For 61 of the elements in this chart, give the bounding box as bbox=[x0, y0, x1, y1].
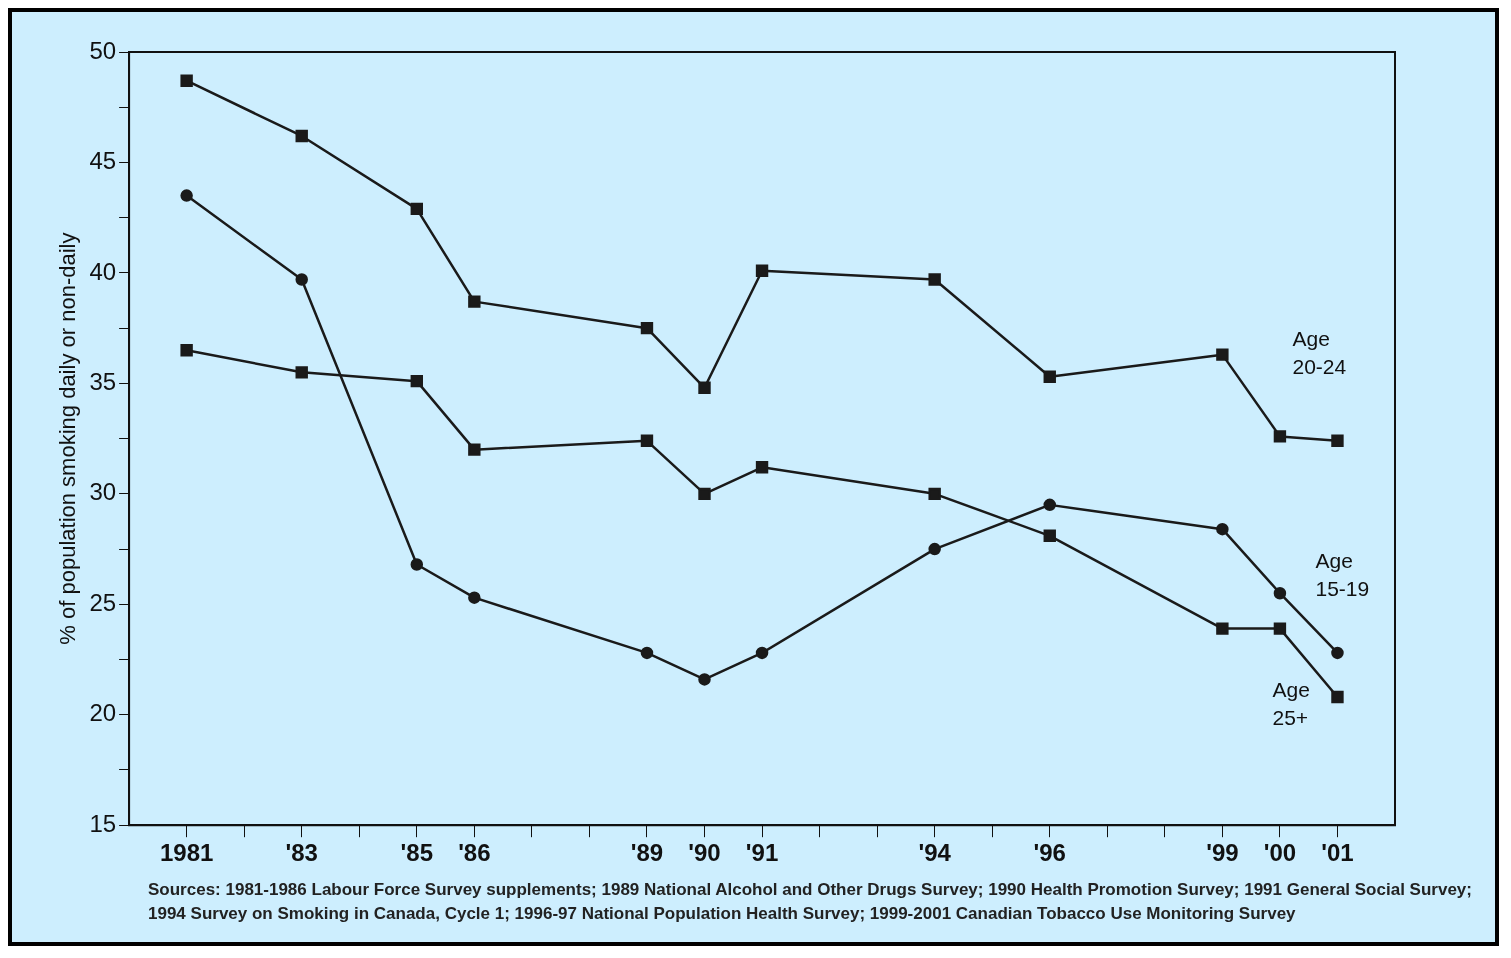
y-tick-label: 25 bbox=[89, 588, 117, 616]
point bbox=[180, 189, 193, 202]
x-tick-label: 1981 bbox=[159, 839, 214, 867]
x-tick-label: '89 bbox=[630, 839, 664, 867]
point bbox=[468, 591, 481, 604]
point bbox=[1216, 522, 1229, 536]
point bbox=[295, 129, 308, 143]
text: Age 20-24 bbox=[1292, 326, 1347, 378]
point bbox=[928, 273, 941, 286]
point bbox=[410, 202, 423, 216]
x-tick-label: '90 bbox=[688, 839, 721, 867]
y-tick-label: 35 bbox=[89, 368, 117, 395]
source-note: Sources: 1981-1986 Labour Force Survey supplements; 1989 National Alcohol and Other Drugs Survey; 1990 Health Promotion Survey; 1991 General Social Survey; 1994 Survey on Smoking in Canada, Cycle 1; 1996-97 National Population Health Survey; 1999-2001 Canadian Tobacco Use Monitoring Survey bbox=[148, 879, 1473, 925]
point bbox=[1331, 434, 1344, 448]
x-tick-label: '99 bbox=[1206, 839, 1239, 867]
y-tick-label: 40 bbox=[89, 257, 117, 285]
x-tick-label: '85 bbox=[400, 839, 433, 867]
point bbox=[1273, 586, 1287, 600]
point bbox=[1216, 622, 1229, 635]
point bbox=[698, 673, 711, 686]
y-tick-label: 30 bbox=[89, 478, 117, 506]
point bbox=[755, 264, 769, 277]
point bbox=[698, 487, 711, 501]
point bbox=[1043, 498, 1056, 512]
point bbox=[698, 381, 711, 394]
x-tick-label: '86 bbox=[458, 839, 491, 867]
point bbox=[1331, 646, 1344, 660]
point bbox=[640, 434, 654, 448]
point bbox=[928, 542, 941, 556]
point bbox=[1331, 690, 1344, 704]
point bbox=[1216, 348, 1229, 361]
x-tick-label: '96 bbox=[1033, 839, 1066, 867]
x-tick-label: '83 bbox=[285, 839, 318, 867]
point bbox=[468, 295, 481, 308]
series-label: Age 25+ bbox=[1272, 678, 1310, 730]
y-tick-label: 20 bbox=[89, 699, 117, 727]
x-tick-label: '94 bbox=[918, 839, 952, 867]
point bbox=[1043, 370, 1056, 383]
series-label: Age 15-19 bbox=[1315, 548, 1370, 600]
y-axis-title: % of population smoking daily or non-daily bbox=[55, 232, 81, 645]
point bbox=[755, 646, 769, 660]
point bbox=[410, 374, 423, 388]
point bbox=[295, 273, 308, 286]
x-tick-label: '01 bbox=[1321, 839, 1354, 867]
y-tick-label: 50 bbox=[89, 36, 117, 64]
point bbox=[1273, 622, 1287, 635]
point bbox=[468, 443, 481, 456]
point bbox=[640, 321, 654, 335]
point bbox=[295, 366, 308, 379]
x-tick-label: '00 bbox=[1263, 839, 1297, 867]
point bbox=[755, 461, 769, 474]
point bbox=[1043, 529, 1056, 542]
x-tick-label: '91 bbox=[745, 839, 779, 867]
y-tick-label: 15 bbox=[89, 809, 117, 837]
point bbox=[410, 558, 424, 571]
point bbox=[640, 646, 654, 660]
point bbox=[180, 344, 193, 357]
point bbox=[180, 74, 193, 87]
y-tick-label: 45 bbox=[89, 147, 117, 175]
point bbox=[928, 487, 941, 501]
point bbox=[1273, 430, 1287, 443]
